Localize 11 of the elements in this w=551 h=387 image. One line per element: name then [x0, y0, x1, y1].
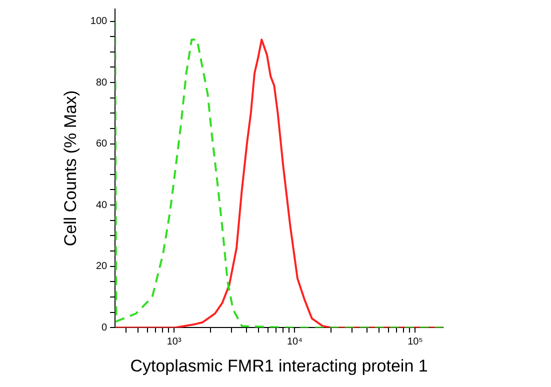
y-tick-label: 40: [96, 200, 108, 211]
x-tick-label: 10³: [166, 336, 182, 348]
y-tick-label: 100: [90, 16, 108, 28]
x-tick-label: 10⁵: [408, 336, 423, 348]
x-tick-label: 10⁴: [286, 336, 302, 348]
y-tick-label: 0: [102, 322, 108, 334]
x-axis-title: Cytoplasmic FMR1 interacting protein 1: [130, 356, 428, 376]
y-axis-title: Cell Counts (% Max): [60, 90, 80, 246]
y-tick-label: 20: [96, 261, 108, 272]
y-tick-label: 80: [96, 77, 108, 88]
y-tick-label: 60: [96, 138, 108, 150]
